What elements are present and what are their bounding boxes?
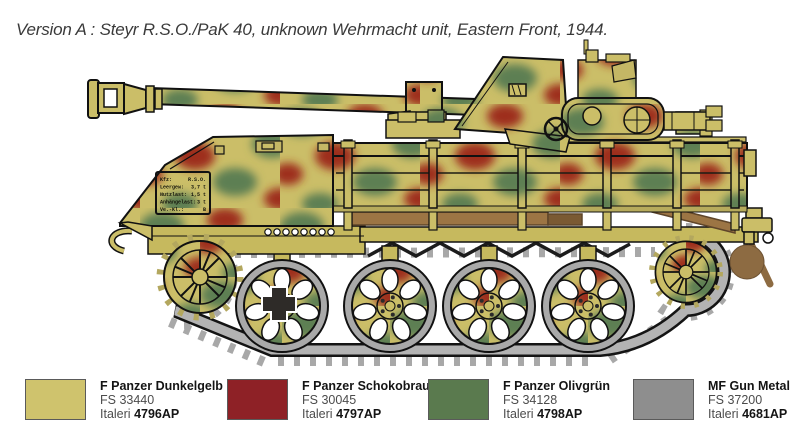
frame-truss	[367, 241, 631, 258]
tow-hook-icon	[108, 227, 133, 255]
recoil-guard	[561, 97, 665, 141]
breech-assembly	[543, 39, 723, 142]
spade-disc	[729, 242, 774, 288]
road-wheel	[442, 259, 536, 353]
elevation-handwheel-icon	[543, 116, 569, 142]
tailgate-latch	[743, 149, 757, 177]
road-wheel	[343, 259, 437, 353]
muzzle-brake-icon	[87, 79, 163, 119]
svg-text:Ve.-Kl.:B: Ve.-Kl.: B	[160, 207, 206, 213]
running-gear	[160, 237, 720, 353]
road-wheel	[541, 259, 635, 353]
version-title: Version A : Steyr R.S.O./PaK 40, unknown…	[16, 20, 608, 39]
gun-shield	[453, 55, 571, 153]
cab: Kfz: R.S.O. Leergew: 3,7 t Nutzlast: 1,5 t …	[117, 133, 334, 242]
vision-port	[508, 83, 527, 97]
data-plate: Kfz: R.S.O. Leergew: 3,7 t Nutzlast: 1,5 t …	[155, 171, 211, 215]
towing-pintle-icon	[741, 207, 774, 245]
svg-text:Leergew:3,7 t: Leergew: 3,7 t	[160, 185, 206, 191]
roof-hatches	[214, 140, 330, 155]
svg-text:Kfz:R.S.O.: Kfz: R.S.O.	[160, 177, 206, 183]
svg-text:Anhängelast:3 t: Anhängelast:3 t	[160, 200, 206, 206]
svg-text:Nutzlast:1,5 t: Nutzlast: 1,5 t	[160, 192, 206, 198]
bed-stakes	[343, 207, 740, 231]
vent-holes	[264, 228, 335, 236]
balkenkreuz-insignia	[261, 286, 297, 322]
